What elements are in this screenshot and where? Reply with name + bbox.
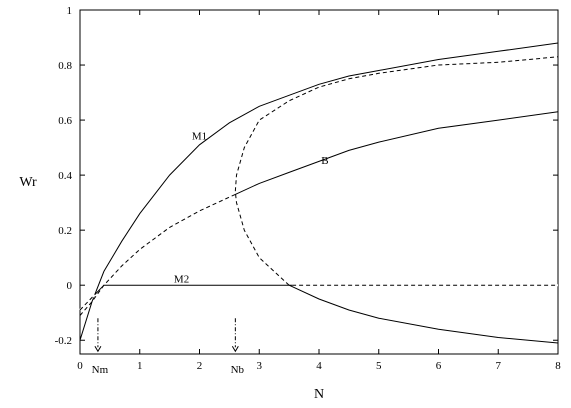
series-m2-line-dashed — [79, 294, 96, 311]
y-tick-label: 1 — [67, 5, 73, 17]
y-tick-label: 0.4 — [58, 170, 72, 182]
x-tick-label: 5 — [376, 360, 382, 372]
curve-labels: M1 B M2 Nm Nb — [92, 130, 329, 376]
x-tick-label: 0 — [77, 360, 83, 372]
series-b-line-dashed — [79, 193, 236, 316]
marker-label-nm: Nm — [92, 364, 109, 376]
series-group — [79, 42, 559, 344]
y-tick-label: 0.6 — [58, 115, 72, 127]
x-tick-label: 8 — [555, 360, 561, 372]
x-tick-label: 3 — [257, 360, 263, 372]
y-tick-label: 0.8 — [58, 60, 72, 72]
curve-label-b: B — [321, 155, 328, 167]
y-tick-label: -0.2 — [55, 335, 72, 347]
series-b-line-solid — [235, 111, 559, 195]
x-tick-label: 1 — [137, 360, 143, 372]
marker-label-nb: Nb — [231, 364, 245, 376]
series-curve-3-line — [234, 56, 559, 286]
curve-label-m1: M1 — [192, 130, 207, 142]
plot-frame — [79, 9, 559, 355]
x-tick-label: 6 — [436, 360, 442, 372]
series-m2-line-solid — [79, 284, 558, 311]
series-curve-4-line — [288, 284, 559, 344]
y-axis-title: Wr — [19, 175, 37, 190]
x-tick-label: 4 — [316, 360, 322, 372]
y-tick-label: 0 — [67, 280, 73, 292]
marker-arrow-head — [94, 345, 102, 353]
curve-label-m2: M2 — [174, 273, 189, 285]
y-tick-label: 0.2 — [58, 225, 72, 237]
axis-ticks: 0 1 2 3 4 5 6 7 8 -0.2 0 0.2 0.4 0.6 0.8 1 — [55, 5, 562, 372]
x-axis-title: N — [314, 387, 324, 402]
marker-arrow-head — [231, 345, 239, 353]
x-tick-label: 2 — [197, 360, 203, 372]
series-m1-line — [79, 42, 559, 341]
x-tick-label: 7 — [496, 360, 502, 372]
